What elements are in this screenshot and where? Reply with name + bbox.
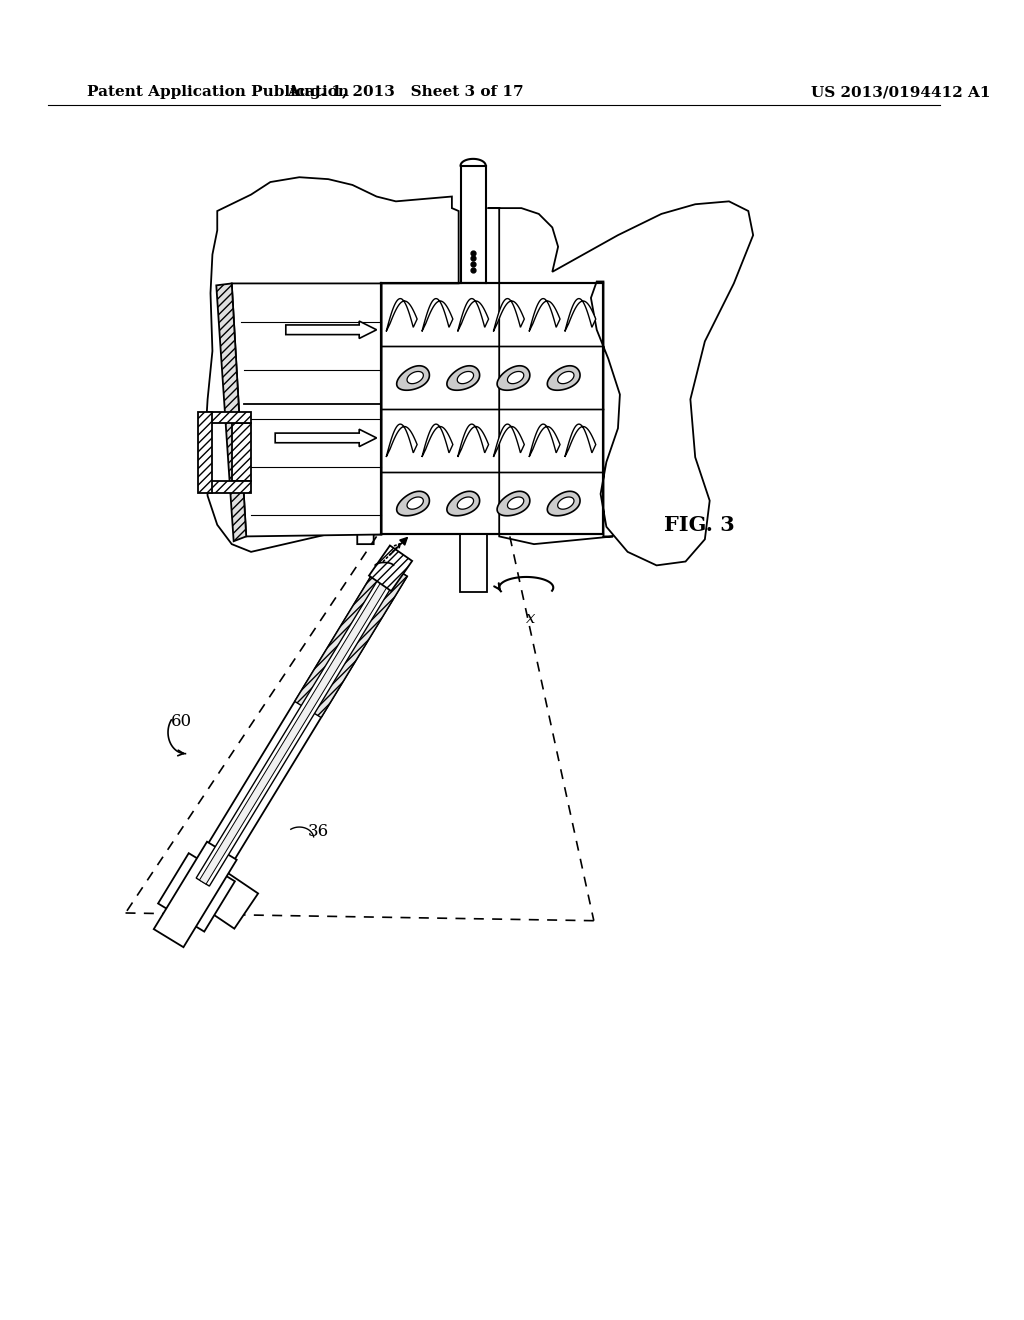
Polygon shape <box>200 566 397 884</box>
Polygon shape <box>565 424 596 457</box>
Polygon shape <box>286 321 377 338</box>
Polygon shape <box>407 498 423 510</box>
Polygon shape <box>565 298 596 331</box>
Polygon shape <box>386 298 417 331</box>
Polygon shape <box>547 491 580 516</box>
Polygon shape <box>386 424 417 457</box>
Text: 60: 60 <box>171 713 193 730</box>
Text: FIG. 3: FIG. 3 <box>665 515 735 535</box>
Polygon shape <box>458 371 473 384</box>
Polygon shape <box>460 535 486 593</box>
Bar <box>198 412 212 492</box>
Polygon shape <box>194 870 240 916</box>
Polygon shape <box>446 366 479 391</box>
Polygon shape <box>422 424 453 457</box>
Polygon shape <box>199 870 258 929</box>
Polygon shape <box>208 482 251 492</box>
Polygon shape <box>396 366 429 391</box>
Polygon shape <box>529 298 560 331</box>
Polygon shape <box>497 491 529 516</box>
Polygon shape <box>458 424 488 457</box>
Polygon shape <box>231 424 251 482</box>
Polygon shape <box>558 498 574 510</box>
Polygon shape <box>461 165 485 284</box>
Polygon shape <box>446 491 479 516</box>
Polygon shape <box>494 298 524 331</box>
Polygon shape <box>205 177 459 552</box>
Polygon shape <box>407 371 423 384</box>
Polygon shape <box>497 366 529 391</box>
Polygon shape <box>529 424 560 457</box>
Polygon shape <box>494 424 524 457</box>
Polygon shape <box>508 498 523 510</box>
Polygon shape <box>158 853 234 932</box>
Polygon shape <box>154 842 237 948</box>
Polygon shape <box>275 429 377 446</box>
Polygon shape <box>508 371 523 384</box>
Text: Patent Application Publication: Patent Application Publication <box>87 86 349 99</box>
Polygon shape <box>458 298 488 331</box>
Text: x: x <box>526 610 536 627</box>
Text: 36: 36 <box>308 824 329 841</box>
Polygon shape <box>396 491 429 516</box>
Polygon shape <box>547 366 580 391</box>
Polygon shape <box>197 564 400 886</box>
Polygon shape <box>422 298 453 331</box>
Polygon shape <box>487 202 753 565</box>
Polygon shape <box>369 545 412 591</box>
Polygon shape <box>295 560 408 718</box>
Polygon shape <box>231 284 381 536</box>
Polygon shape <box>216 284 246 541</box>
Polygon shape <box>208 412 251 424</box>
Polygon shape <box>558 371 574 384</box>
Text: US 2013/0194412 A1: US 2013/0194412 A1 <box>811 86 990 99</box>
Polygon shape <box>165 871 221 927</box>
Polygon shape <box>189 560 408 890</box>
Polygon shape <box>458 498 473 510</box>
Text: Aug. 1, 2013   Sheet 3 of 17: Aug. 1, 2013 Sheet 3 of 17 <box>287 86 524 99</box>
